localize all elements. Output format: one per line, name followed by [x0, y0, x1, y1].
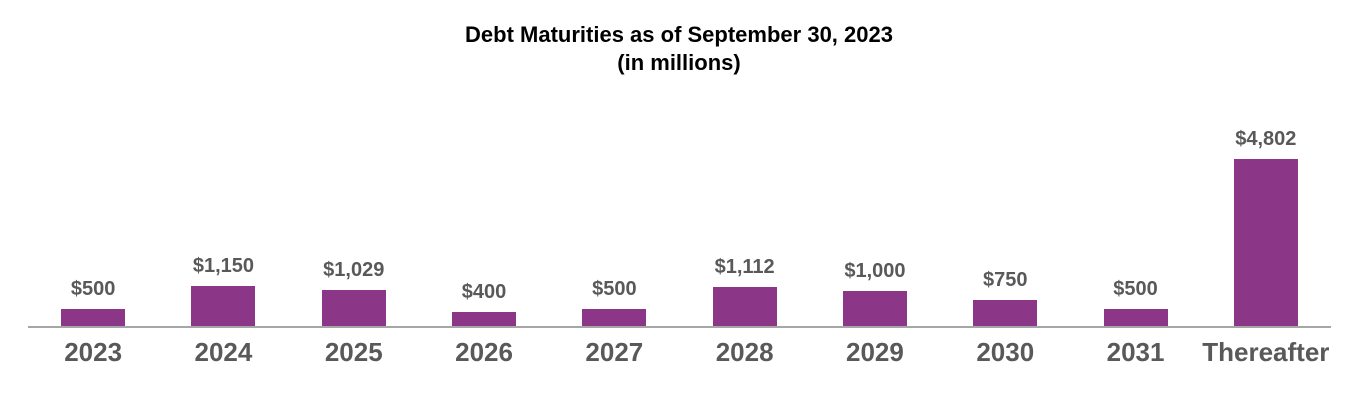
x-axis-label: 2029	[846, 337, 904, 367]
bar	[321, 290, 386, 326]
x-axis-label: 2026	[455, 337, 513, 367]
bar-value-label: $1,029	[323, 259, 385, 282]
bar-group: $500 2027	[549, 0, 679, 400]
bar-group: $1,000 2029	[810, 0, 940, 400]
chart-title: Debt Maturities as of September 30, 2023…	[0, 21, 1358, 77]
x-axis-label: 2028	[715, 337, 774, 367]
bar-value-label: $500	[592, 277, 637, 300]
bar	[973, 299, 1038, 326]
bar-value-label: $1,112	[714, 256, 775, 279]
x-axis-label: 2031	[1106, 337, 1165, 367]
bar-group: $400 2026	[419, 0, 549, 400]
bar-value-label: $400	[461, 281, 507, 304]
bar	[1103, 308, 1168, 326]
bar-group: $750 2030	[940, 0, 1070, 400]
x-axis-label: 2025	[324, 337, 383, 367]
x-axis-label: 2024	[194, 337, 253, 367]
bar	[842, 291, 907, 326]
bar	[712, 287, 777, 326]
bar	[191, 286, 256, 326]
x-axis-label: Thereafter	[1202, 337, 1330, 367]
bar-value-label: $1,000	[844, 260, 906, 283]
bar-group: $500 2023	[28, 0, 158, 400]
x-axis-label: 2023	[64, 337, 123, 367]
bar-value-label: $500	[70, 277, 116, 300]
chart-title-line2: (in millions)	[617, 50, 741, 75]
bar	[61, 308, 126, 326]
bar-value-label: $500	[1113, 277, 1158, 300]
x-axis-label: 2030	[976, 337, 1035, 367]
chart-title-line1: Debt Maturities as of September 30, 2023	[465, 22, 893, 47]
bar-group: $1,112 2028	[680, 0, 810, 400]
bar	[582, 308, 647, 326]
x-axis-label: 2027	[585, 337, 644, 367]
bar-group: $1,029 2025	[289, 0, 419, 400]
bar-value-label: $4,802	[1235, 128, 1297, 150]
bar-group: $500 2031	[1070, 0, 1200, 400]
bar-group: $1,150 2024	[158, 0, 288, 400]
bar-group: $4,802 Thereafter	[1201, 0, 1331, 400]
bar	[452, 312, 517, 326]
bar-value-label: $1,150	[192, 255, 255, 277]
x-axis-line	[28, 326, 1331, 328]
bar	[1233, 159, 1298, 326]
bar-value-label: $750	[982, 268, 1028, 291]
